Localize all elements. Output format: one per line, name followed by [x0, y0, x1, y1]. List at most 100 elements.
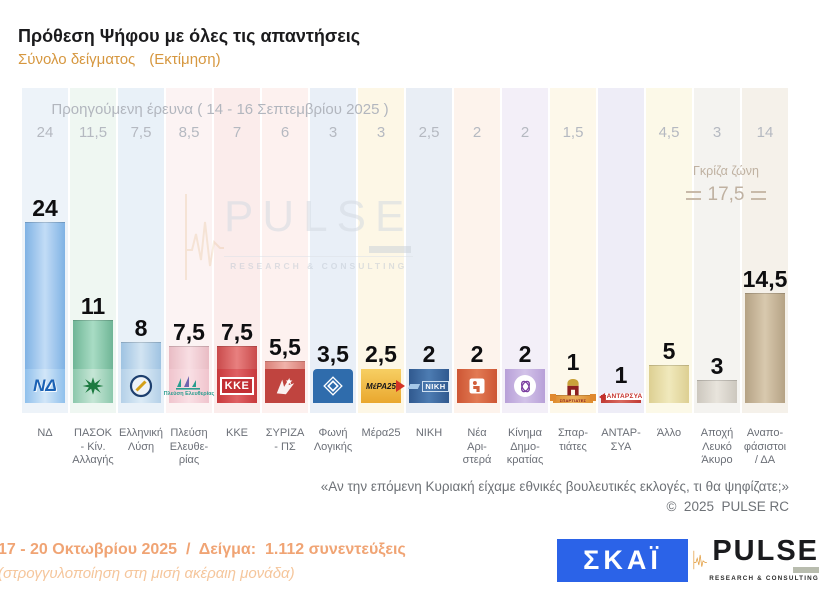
result-value: 2,5	[365, 341, 397, 367]
foni-logikis-party-logo	[313, 369, 353, 403]
pulse-logo: PULSE RESEARCH & CONSULTING	[693, 536, 819, 588]
pulse-logo-badge	[793, 567, 819, 573]
previous-survey-value: 3	[712, 124, 722, 141]
grey-zone-number: 17,5	[707, 184, 745, 205]
compass-icon	[129, 374, 153, 398]
antarsya-party-logo: ΑΝΤΑΡΣΥΑ	[598, 390, 644, 403]
party-column-nd: 24 ΝΔ 24 ΝΔ	[22, 88, 68, 439]
nd-party-logo: ΝΔ	[25, 369, 65, 403]
party-column-spartiates: 1,5 ΣΠΑΡΤΙΑΤΕΣ 1 Σπαρ- τιάτες	[550, 88, 596, 453]
party-label: ΝΙΚΗ	[415, 427, 443, 439]
column-strip	[694, 88, 740, 413]
column-strip	[310, 88, 356, 413]
kinima-dimokratias-party-logo	[505, 369, 545, 403]
previous-survey-header: Προηγούμενη έρευνα ( 14 - 16 Σεπτεμβρίου…	[51, 101, 389, 118]
party-column-syriza-ps: 6 5,5 ΣΥΡΙΖΑ - ΠΣ	[262, 88, 308, 453]
rounding-note: (στρογγυλοποίηση στη μισή ακέραιη μονάδα…	[0, 565, 295, 582]
party-label: ΑΝΤΑΡ- ΣΥΑ	[601, 427, 641, 453]
previous-survey-value: 2,5	[418, 124, 440, 141]
arrow-icon	[396, 380, 405, 392]
syriza-star-icon	[276, 377, 295, 395]
party-label: Κίνημα Δημο- κρατίας	[506, 427, 544, 466]
mera25-party-logo: ΜέΡΑ25	[361, 369, 405, 403]
result-value: 7,5	[173, 318, 205, 345]
party-column-mera25: 3 ΜέΡΑ25 2,5 Μέρα25	[358, 88, 405, 439]
copyright-note: © 2025 PULSE RC	[666, 499, 789, 514]
party-label: Αναπο- φάσιστοι / ΔΑ	[743, 427, 787, 466]
grey-zone-dash-icon	[751, 190, 767, 200]
result-value: 1	[614, 362, 628, 388]
party-label: ΝΔ	[37, 427, 53, 439]
party-column-allo: 4,5 5 Άλλο	[646, 88, 692, 439]
previous-survey-value: 2	[472, 124, 482, 141]
column-strip	[646, 88, 692, 413]
result-bar	[553, 394, 593, 403]
party-label: ΣΥΡΙΖΑ - ΠΣ	[265, 427, 305, 453]
party-label: Νέα Αρι- στερά	[462, 427, 492, 466]
column-strip	[406, 88, 452, 413]
column-strip	[502, 88, 548, 413]
result-value: 8	[134, 315, 148, 341]
fieldwork-dates-sample: 17 - 20 Οκτωβρίου 2025 / Δείγμα: 1.112 σ…	[0, 541, 406, 558]
leaf-icon	[520, 380, 530, 392]
grey-zone-dash-icon	[685, 190, 701, 200]
plefsi-party-logo: Πλεύση Ελευθερίας	[164, 369, 214, 403]
result-value: 1	[566, 349, 580, 375]
party-column-plefsi-eleftherias: 8,5 Πλεύση Ελευθερίας 7,5 Πλεύση Ελευθε- ρί…	[164, 88, 214, 466]
pasok-party-logo	[73, 369, 113, 403]
result-bar	[649, 364, 689, 403]
previous-survey-value: 14	[756, 124, 774, 141]
result-value: 2	[422, 341, 436, 367]
chart-subtitle: Σύνολο δείγματος (Εκτίμηση)	[18, 51, 221, 68]
party-column-antarsya: ΑΝΤΑΡΣΥΑ 1 ΑΝΤΑΡ- ΣΥΑ	[598, 88, 644, 453]
party-column-nea-aristera: 2 2 Νέα Αρι- στερά	[454, 88, 500, 466]
party-column-anapofasistoi-da: 14 14,5 Αναπο- φάσιστοι / ΔΑ	[742, 88, 788, 466]
party-label: ΠΑΣΟΚ - Κίν. Αλλαγής	[72, 427, 114, 466]
previous-survey-value: 4,5	[658, 124, 680, 141]
spartiates-party-logo: ΣΠΑΡΤΙΑΤΕΣ	[550, 377, 596, 403]
result-value: 3	[710, 352, 724, 379]
column-strip	[454, 88, 500, 413]
result-bar	[697, 379, 737, 403]
pasok-sun-icon	[82, 377, 104, 395]
flag-icon	[598, 392, 605, 401]
party-label: Ελληνική Λύση	[118, 427, 164, 453]
result-value: 2	[518, 341, 532, 367]
diamond-icon	[323, 376, 343, 396]
previous-survey-value: 11,5	[78, 124, 108, 141]
syriza-party-logo	[265, 369, 305, 403]
previous-survey-value: 8,5	[178, 124, 200, 141]
pulse-waveform-icon	[693, 550, 707, 570]
column-strip	[262, 88, 308, 413]
elliniki-lysi-party-logo	[121, 369, 161, 403]
sailboat-icon	[176, 376, 200, 390]
column-strip	[598, 88, 644, 413]
party-column-niki: 2,5 ΝΙΚΗ 2 ΝΙΚΗ	[406, 88, 452, 439]
result-value: 5,5	[269, 333, 301, 360]
previous-survey-value: 7	[232, 124, 242, 141]
swoosh-icon	[408, 383, 421, 389]
previous-survey-value: 7,5	[130, 124, 152, 141]
sample-label: Σύνολο δείγματος	[18, 51, 136, 68]
skai-logo: ΣΚΑΪ	[557, 539, 688, 582]
previous-survey-value: 3	[376, 124, 386, 141]
kke-party-logo: ΚΚΕ	[217, 369, 257, 403]
spartan-helmet-icon	[567, 379, 579, 396]
party-label: Αποχή Λευκό Άκυρο	[700, 427, 734, 466]
result-value: 7,5	[221, 318, 253, 345]
party-column-elliniki-lysi: 7,5 8 Ελληνική Λύση	[118, 88, 164, 453]
survey-question: «Αν την επόμενη Κυριακή είχαμε εθνικές β…	[320, 479, 789, 494]
party-column-pasok: 11,5 11 ΠΑΣΟΚ - Κίν. Αλλαγής	[70, 88, 116, 466]
pulse-logo-subtext: RESEARCH & CONSULTING	[709, 575, 819, 582]
previous-survey-value: 1,5	[562, 124, 584, 141]
result-value: 3,5	[317, 341, 349, 367]
grey-zone-value: 17,5	[658, 184, 794, 206]
pulse-logo-text: PULSE	[712, 535, 819, 567]
party-label: Σπαρ- τιάτες	[558, 427, 588, 453]
previous-survey-value: 2	[520, 124, 530, 141]
nea-aristera-party-logo	[457, 369, 497, 403]
party-column-kinima-dimokratias: 2 2 Κίνημα Δημο- κρατίας	[502, 88, 548, 466]
result-value: 5	[662, 337, 676, 364]
party-label: Άλλο	[656, 427, 682, 439]
